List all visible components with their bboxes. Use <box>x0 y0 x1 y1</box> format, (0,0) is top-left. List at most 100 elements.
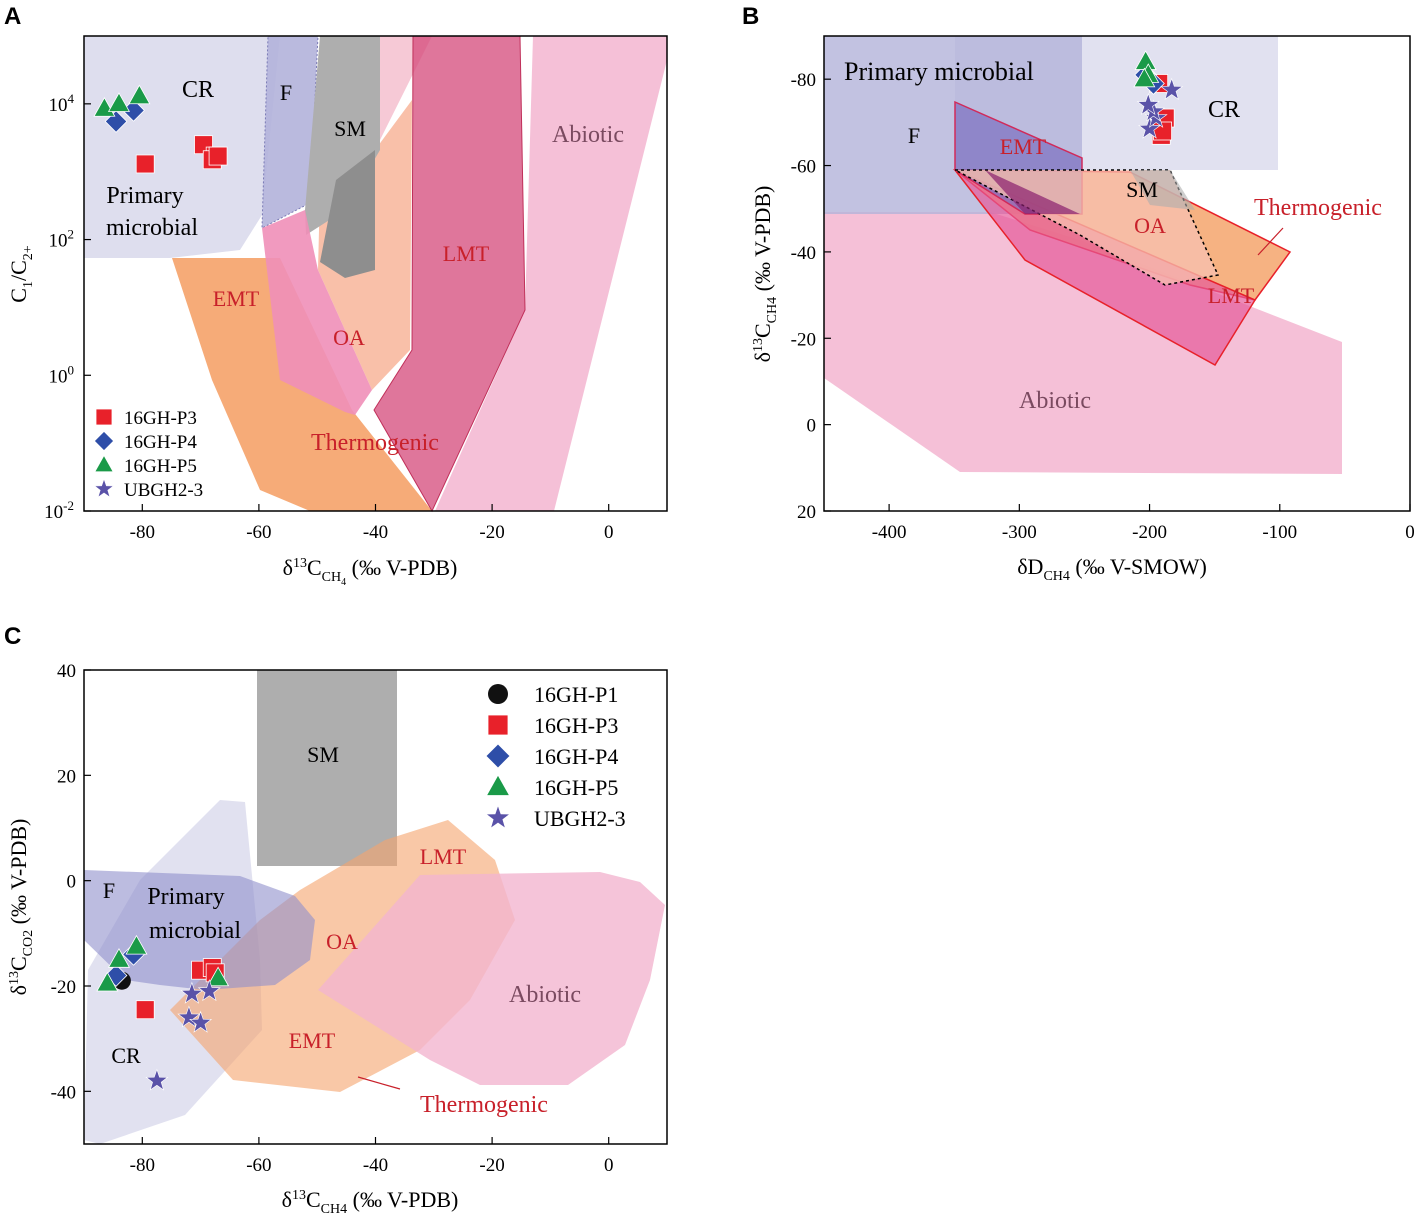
region-label-cr: CR <box>182 77 214 103</box>
region-label-emt: EMT <box>289 1028 336 1053</box>
region-sm <box>1130 170 1195 210</box>
legend-label-16gh-p4: 16GH-P4 <box>124 432 197 453</box>
region-label-primary-microbial: Primary microbial <box>844 57 1034 86</box>
legend-label-ubgh2-3: UBGH2-3 <box>534 806 626 831</box>
panel-a-y-tick-label: 104 <box>49 91 75 116</box>
region-label-lmt: LMT <box>1208 283 1255 308</box>
region-label-oa: OA <box>326 929 358 954</box>
panel-b-y-axis-label: δ13CCH4 (‰ V-PDB) <box>750 186 780 363</box>
panel-c: C SM LMT F Primary microbial OA Abiotic CR EMT Th… <box>4 623 668 1215</box>
panel-b-regions: Primary microbial CR F EMT SM OA Thermogenic LM… <box>824 36 1382 474</box>
point-ubgh2-3 <box>177 1005 201 1028</box>
panel-c-y-axis-label: δ13CCO2 (‰ V-PDB) <box>6 819 36 996</box>
region-label-emt: EMT <box>213 286 260 311</box>
region-label-primary: Primary <box>147 884 224 910</box>
region-abiotic <box>824 212 1342 474</box>
region-label-thermogenic: Thermogenic <box>311 430 439 456</box>
region-label-f: F <box>103 878 115 903</box>
panel-b-x-tick-label: -400 <box>872 522 907 543</box>
panel-a-x-axis-label: δ13CCH4 (‰ V-PDB) <box>283 555 458 588</box>
panel-a-y-tick-label: 102 <box>49 227 75 252</box>
panel-b-y-tick-label: -80 <box>791 70 816 91</box>
legend-label-16gh-p3: 16GH-P3 <box>534 713 618 738</box>
legend-marker-ubgh2-3 <box>485 804 511 829</box>
thermogenic-leader <box>357 1076 401 1090</box>
point-16gh-p4 <box>104 964 128 987</box>
panel-a-y-tick-label: 10-2 <box>44 498 74 523</box>
legend-label-ubgh2-3: UBGH2-3 <box>124 480 203 501</box>
region-cr <box>84 36 280 258</box>
panel-c-points <box>96 934 230 1091</box>
region-label-emt: EMT <box>1000 134 1047 159</box>
point-16gh-p5 <box>1133 67 1156 88</box>
legend-marker-16gh-p1 <box>488 684 508 704</box>
panel-b-y-tick-label: 0 <box>807 416 817 437</box>
legend-marker-16gh-p5 <box>485 774 511 796</box>
panel-c-x-tick-label: -80 <box>130 1155 155 1176</box>
panel-b-x-tick-label: 0 <box>1405 522 1414 543</box>
panel-letter-a: A <box>4 3 21 30</box>
region-label-oa: OA <box>333 325 365 350</box>
panel-b-y-tick-label: 20 <box>797 502 816 523</box>
region-label-sm: SM <box>334 116 366 141</box>
panel-b-x-tick-label: -200 <box>1132 522 1167 543</box>
region-label-thermogenic: Thermogenic <box>1254 195 1382 221</box>
region-label-abiotic: Abiotic <box>552 122 624 148</box>
region-label-microbial: microbial <box>106 215 198 241</box>
panel-c-x-tick-label: -40 <box>363 1155 388 1176</box>
panel-b-x-axis-label: δDCH4 (‰ V-SMOW) <box>1017 554 1207 584</box>
panel-c-regions: SM LMT F Primary microbial OA Abiotic CR EMT Ther… <box>84 670 665 1144</box>
point-ubgh2-3 <box>180 981 204 1004</box>
panel-b-x-tick-label: -100 <box>1262 522 1297 543</box>
point-16gh-p5 <box>128 84 151 105</box>
legend-label-16gh-p5: 16GH-P5 <box>534 775 618 800</box>
legend-marker-16gh-p3 <box>95 408 113 426</box>
thermogenic-leader <box>1257 227 1284 256</box>
legend-label-16gh-p3: 16GH-P3 <box>124 408 197 429</box>
region-label-primary: Primary <box>106 183 183 209</box>
point-16gh-p5 <box>107 948 131 968</box>
panel-a-x-tick-label: -80 <box>130 522 155 543</box>
legend-marker-16gh-p3 <box>487 714 509 736</box>
panel-c-y-tick-label: -40 <box>51 1082 76 1103</box>
point-ubgh2-3 <box>189 1010 213 1033</box>
legend-marker-16gh-p4 <box>485 743 511 769</box>
panel-a-x-tick-label: -60 <box>246 522 271 543</box>
panel-c-x-tick-label: -20 <box>479 1155 504 1176</box>
panel-a-x-tick-label: 0 <box>604 522 614 543</box>
point-16gh-p3 <box>135 1000 155 1020</box>
panel-c-x-tick-label: -60 <box>246 1155 271 1176</box>
region-abiotic <box>435 36 667 511</box>
legend-marker-ubgh2-3 <box>93 478 115 498</box>
panel-a-x-ticks: -80 -60 -40 -20 0 <box>130 504 614 543</box>
region-sm <box>305 36 380 235</box>
panel-c-x-ticks: -80 -60 -40 -20 0 <box>130 1137 613 1176</box>
point-ubgh2-3 <box>197 979 221 1002</box>
panel-a-y-tick-label: 100 <box>49 362 75 387</box>
point-16gh-p3 <box>208 146 228 166</box>
panel-a-x-tick-label: -40 <box>363 522 388 543</box>
panel-a: A CR F SM Abiotic Primary microbial LMT EMT OA Th… <box>4 3 668 588</box>
region-oa-strip <box>262 210 372 415</box>
panel-a-y-ticks: 10-2 100 102 104 <box>44 91 91 523</box>
legend-marker-16gh-p5 <box>94 454 114 473</box>
panel-a-y-axis-label: C1/C2+ <box>6 245 36 302</box>
point-16gh-p5 <box>107 92 131 112</box>
region-primary-microbial <box>84 870 315 990</box>
region-label-f: F <box>280 80 292 105</box>
panel-b-x-tick-label: -300 <box>1002 522 1037 543</box>
panel-c-y-tick-label: 20 <box>57 766 76 787</box>
legend-marker-16gh-p4 <box>93 430 115 452</box>
region-label-oa: OA <box>1134 213 1166 238</box>
panel-letter-c: C <box>4 623 21 650</box>
panel-b-y-ticks: -80 -60 -40 -20 0 20 <box>791 70 831 523</box>
region-label-cr: CR <box>111 1043 141 1068</box>
region-abiotic <box>318 872 665 1085</box>
point-16gh-p5 <box>96 971 119 992</box>
panel-c-x-axis-label: δ13CCH4 (‰ V-PDB) <box>282 1187 459 1215</box>
panel-b-frame <box>823 35 1411 512</box>
region-sm <box>257 670 397 866</box>
point-16gh-p3 <box>135 154 155 174</box>
legend-label-16gh-p4: 16GH-P4 <box>534 744 618 769</box>
region-label-abiotic: Abiotic <box>509 982 581 1008</box>
